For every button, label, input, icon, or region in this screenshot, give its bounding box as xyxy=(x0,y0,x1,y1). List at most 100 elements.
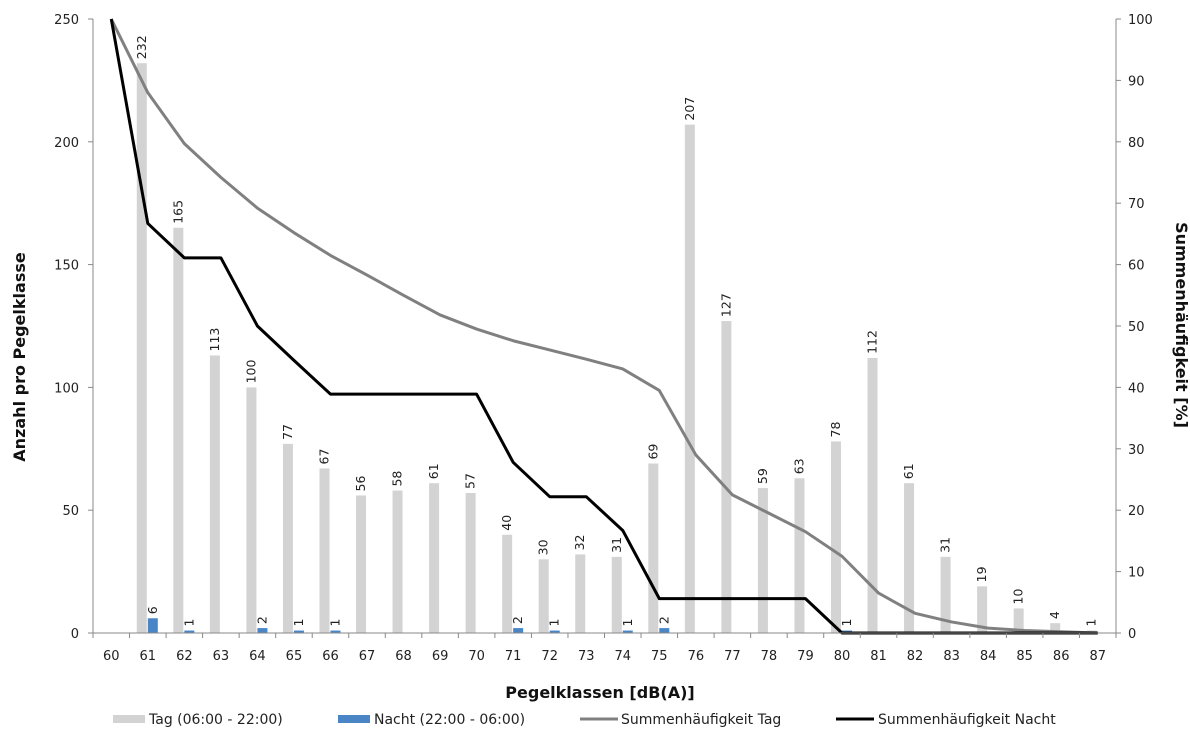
x-tick-label: 68 xyxy=(395,649,412,664)
x-tick-label: 64 xyxy=(249,649,266,664)
x-tick-label: 76 xyxy=(688,649,705,664)
axes-group: 0 50 100 150 200 250 0 10 20 30 40 50 60 70 80 90 100 60 6… xyxy=(54,13,1153,664)
bar-tag xyxy=(392,490,403,633)
data-label-tag: 232 xyxy=(134,35,149,59)
y-tick-label: 0 xyxy=(71,627,79,642)
data-label-nacht: 2 xyxy=(656,616,671,624)
bar-nacht xyxy=(293,630,304,633)
x-tick-label: 65 xyxy=(286,649,303,664)
data-label-tag: 207 xyxy=(682,97,697,121)
x-tick-label: 63 xyxy=(213,649,230,664)
bar-tag xyxy=(977,586,988,633)
y2-axis-title: Summenhäufigkeit [%] xyxy=(1172,222,1190,428)
data-label-tag: 67 xyxy=(316,449,331,465)
bar-tag xyxy=(136,63,147,633)
y2-tick-label: 70 xyxy=(1128,197,1145,212)
y-axis-title: Anzahl pro Pegelklasse xyxy=(10,252,29,462)
legend-item-summe-tag: Summenhäufigkeit Tag xyxy=(580,712,781,728)
legend-swatch-nacht xyxy=(338,715,370,723)
legend-label-nacht: Nacht (22:00 - 06:00) xyxy=(374,712,525,728)
bar-tag xyxy=(209,355,220,633)
data-label-tag: 59 xyxy=(755,468,770,484)
x-tick-label: 85 xyxy=(1016,649,1033,664)
x-tick-label: 62 xyxy=(176,649,193,664)
y2-tick-label: 100 xyxy=(1128,13,1153,28)
bar-tag xyxy=(904,483,915,633)
x-tick-label: 74 xyxy=(614,649,631,664)
x-tick-label: 78 xyxy=(761,649,778,664)
y-tick-label: 50 xyxy=(62,504,79,519)
data-label-tag: 69 xyxy=(645,444,660,460)
data-label-nacht: 1 xyxy=(327,619,342,627)
bar-tag xyxy=(684,124,695,633)
data-label-tag: 165 xyxy=(170,200,185,224)
x-tick-label: 69 xyxy=(432,649,449,664)
x-tick-label: 77 xyxy=(724,649,741,664)
data-label-tag: 127 xyxy=(718,293,733,317)
bar-tag xyxy=(940,556,951,633)
y2-tick-label: 80 xyxy=(1128,136,1145,151)
data-label-tag: 100 xyxy=(243,359,258,383)
legend-item-summe-nacht: Summenhäufigkeit Nacht xyxy=(836,712,1056,728)
x-tick-label: 83 xyxy=(943,649,960,664)
x-tick-label: 79 xyxy=(797,649,814,664)
data-label-tag: 32 xyxy=(572,535,587,551)
data-label-tag: 112 xyxy=(865,330,880,354)
data-label-tag: 78 xyxy=(828,421,843,437)
data-label-nacht: 6 xyxy=(145,606,160,614)
x-tick-label: 61 xyxy=(140,649,157,664)
data-label-nacht: 1 xyxy=(547,619,562,627)
bar-tag xyxy=(721,321,732,633)
bar-nacht xyxy=(147,618,158,633)
x-tick-label: 60 xyxy=(103,649,120,664)
bar-nacht xyxy=(257,628,268,633)
line-summe-tag xyxy=(109,18,1098,635)
y-tick-label: 150 xyxy=(54,259,79,274)
data-label-tag: 56 xyxy=(353,476,368,492)
data-label-tag: 113 xyxy=(207,328,222,352)
data-label-tag: 10 xyxy=(1011,588,1026,604)
bar-tag xyxy=(1050,623,1061,633)
data-label-tag: 63 xyxy=(791,458,806,474)
x-tick-label: 66 xyxy=(322,649,339,664)
bar-tag xyxy=(1013,608,1024,633)
y2-tick-label: 10 xyxy=(1128,566,1145,581)
data-label-nacht: 1 xyxy=(181,619,196,627)
y2-tick-label: 20 xyxy=(1128,504,1145,519)
data-label-tag: 31 xyxy=(938,537,953,553)
data-label-nacht: 2 xyxy=(510,616,525,624)
legend-label-summe-tag: Summenhäufigkeit Tag xyxy=(621,712,781,728)
legend: Tag (06:00 - 22:00) Nacht (22:00 - 06:00… xyxy=(113,712,1056,728)
x-tick-label: 73 xyxy=(578,649,595,664)
bar-tag xyxy=(465,493,476,633)
y2-tick-label: 40 xyxy=(1128,381,1145,396)
y2-tick-label: 50 xyxy=(1128,320,1145,335)
bar-tag xyxy=(867,357,878,633)
bar-tag xyxy=(502,534,513,633)
data-label-tag: 4 xyxy=(1047,611,1062,619)
legend-item-nacht: Nacht (22:00 - 06:00) xyxy=(338,712,525,728)
data-label-tag: 77 xyxy=(280,424,295,440)
data-label-tag: 31 xyxy=(609,537,624,553)
bar-tag xyxy=(575,554,586,633)
data-label-tag: 57 xyxy=(463,473,478,489)
bar-tag xyxy=(356,495,367,633)
bars-tag-group xyxy=(136,63,1097,633)
x-tick-label: 86 xyxy=(1053,649,1070,664)
data-label-tag: 19 xyxy=(974,566,989,582)
x-tick-label: 67 xyxy=(359,649,376,664)
legend-label-summe-nacht: Summenhäufigkeit Nacht xyxy=(878,712,1056,728)
data-label-tag: 40 xyxy=(499,515,514,531)
data-label-nacht: 1 xyxy=(291,619,306,627)
x-tick-label: 70 xyxy=(468,649,485,664)
bar-nacht xyxy=(549,630,560,633)
x-tick-label: 71 xyxy=(505,649,522,664)
y-tick-label: 100 xyxy=(54,381,79,396)
data-label-nacht: 1 xyxy=(839,619,854,627)
data-label-tag: 61 xyxy=(426,463,441,479)
bar-nacht xyxy=(330,630,341,633)
x-tick-label: 81 xyxy=(870,649,887,664)
bar-tag xyxy=(538,559,549,633)
